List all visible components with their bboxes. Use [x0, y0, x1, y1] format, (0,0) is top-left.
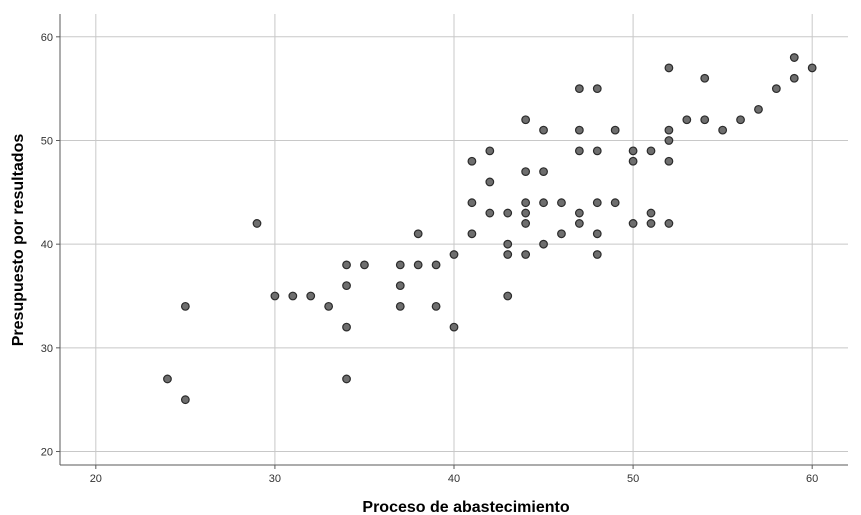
data-point [736, 115, 745, 125]
data-point [342, 281, 351, 291]
data-points [163, 53, 817, 405]
data-point [360, 260, 369, 270]
x-axis-title: Proceso de abastecimiento [362, 499, 569, 515]
data-point [431, 301, 441, 311]
data-point [557, 198, 566, 208]
x-tick-label: 60 [806, 473, 818, 485]
data-point [664, 125, 674, 135]
data-point [574, 146, 584, 156]
data-point [646, 208, 656, 218]
axes [56, 14, 848, 469]
data-point [592, 229, 602, 239]
data-point [342, 260, 351, 270]
data-point [485, 208, 495, 218]
data-point [664, 219, 674, 228]
data-point [467, 156, 477, 166]
data-point [592, 84, 602, 94]
data-point [754, 104, 763, 114]
y-tick-label: 30 [41, 343, 53, 355]
data-point [539, 167, 548, 176]
data-point [180, 395, 190, 405]
tick-labels: 20 30 40 50 60 20 30 40 50 60 [41, 32, 819, 485]
data-point [324, 301, 334, 311]
data-point [431, 260, 441, 270]
data-point [557, 229, 566, 239]
data-point [413, 260, 423, 270]
data-point [789, 53, 799, 62]
data-point [503, 208, 513, 218]
data-point [342, 374, 351, 384]
data-point [395, 301, 405, 311]
grid-lines [60, 14, 848, 465]
data-point [646, 219, 656, 228]
x-tick-label: 40 [448, 473, 460, 485]
data-point [664, 63, 674, 73]
data-point [521, 208, 531, 218]
data-point [628, 219, 638, 228]
data-point [485, 146, 495, 156]
data-point [628, 156, 638, 166]
data-point [539, 198, 548, 208]
data-point [503, 291, 513, 301]
data-point [646, 146, 656, 156]
data-point [592, 250, 602, 259]
data-point [610, 198, 620, 208]
data-point [342, 322, 351, 332]
data-point [628, 146, 638, 156]
data-point [539, 125, 548, 135]
data-point [574, 84, 584, 94]
data-point [664, 156, 674, 166]
data-point [807, 63, 817, 73]
data-point [521, 250, 531, 259]
data-point [252, 219, 262, 228]
data-point [521, 198, 531, 208]
data-point [288, 291, 298, 301]
x-tick-label: 20 [90, 473, 102, 485]
data-point [503, 250, 513, 259]
x-tick-label: 50 [627, 473, 639, 485]
data-point [413, 229, 423, 239]
data-point [270, 291, 280, 301]
data-point [163, 374, 172, 384]
data-point [700, 73, 710, 83]
y-tick-label: 40 [41, 239, 53, 251]
data-point [395, 260, 405, 270]
data-point [503, 239, 513, 249]
data-point [574, 208, 584, 218]
data-point [789, 73, 799, 83]
data-point [574, 125, 584, 135]
data-point [700, 115, 710, 125]
data-point [592, 146, 602, 156]
data-point [467, 229, 477, 239]
data-point [771, 84, 781, 94]
data-point [485, 177, 495, 187]
data-point [592, 198, 602, 208]
data-point [664, 136, 674, 145]
data-point [180, 301, 190, 311]
data-point [521, 115, 531, 125]
data-point [395, 281, 405, 291]
y-tick-label: 60 [41, 32, 53, 44]
y-axis-title: Presupuesto por resultados [10, 134, 27, 347]
data-point [682, 115, 692, 125]
data-point [574, 219, 584, 228]
data-point [521, 167, 531, 176]
data-point [718, 125, 728, 135]
data-point [610, 125, 620, 135]
data-point [449, 322, 459, 332]
data-point [306, 291, 316, 301]
data-point [521, 219, 531, 228]
data-point [467, 198, 477, 208]
data-point [539, 239, 548, 249]
data-point [449, 250, 459, 259]
y-tick-label: 50 [41, 135, 53, 147]
y-tick-label: 20 [41, 447, 53, 459]
x-tick-label: 30 [269, 473, 281, 485]
